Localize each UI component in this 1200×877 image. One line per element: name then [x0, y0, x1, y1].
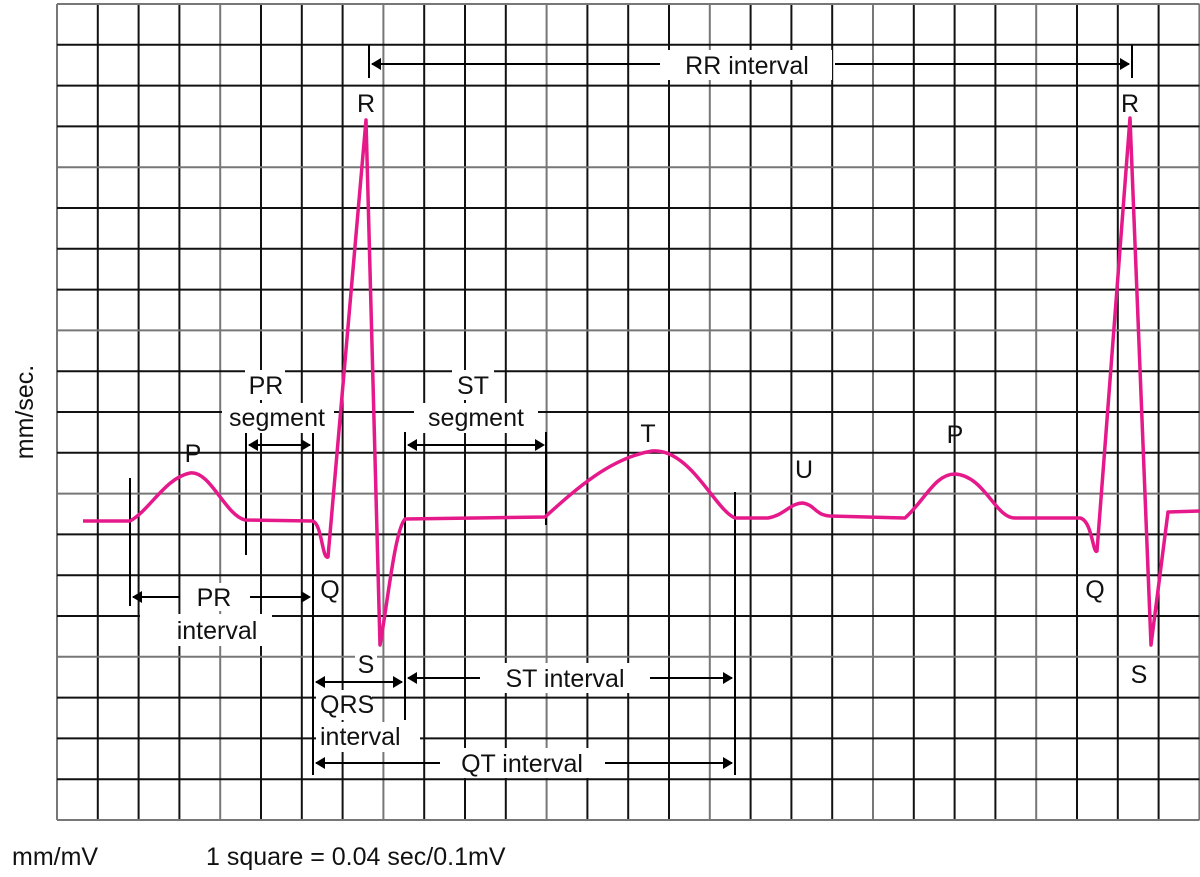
q-wave-label-2: Q: [1085, 576, 1104, 604]
pr-segment-label-line1: PR: [249, 372, 284, 400]
u-wave-label: U: [795, 456, 813, 484]
s-wave-label-2: S: [1131, 661, 1148, 689]
footer-unit: mm/mV: [12, 843, 98, 871]
q-wave-label-1: Q: [320, 576, 339, 604]
pr-segment-label-line2: segment: [229, 404, 325, 432]
labels: RR interval R R P P T U Q Q S S PR segme…: [11, 50, 1147, 871]
t-wave-label: T: [640, 420, 655, 448]
p-wave-label-1: P: [185, 440, 202, 468]
p-wave-label-2: P: [947, 421, 964, 449]
footer-scale: 1 square = 0.04 sec/0.1mV: [206, 843, 506, 871]
qrs-interval-label-line1: QRS: [320, 691, 374, 719]
s-wave-label-1: S: [358, 651, 375, 679]
r-wave-label-1: R: [357, 90, 375, 118]
pr-interval-label-line1: PR: [197, 584, 232, 612]
qrs-interval-label-line2: interval: [320, 723, 401, 751]
st-segment-label-line2: segment: [428, 404, 524, 432]
annotation-lines: [129, 45, 1133, 775]
y-axis-label: mm/sec.: [11, 365, 39, 459]
rr-interval-label: RR interval: [685, 52, 809, 80]
arrowheads: [132, 58, 1130, 769]
qt-interval-label: QT interval: [461, 750, 583, 778]
st-segment-label-line1: ST: [457, 372, 489, 400]
ecg-trace: [83, 116, 1200, 647]
st-interval-label: ST interval: [505, 665, 624, 693]
r-wave-label-2: R: [1121, 90, 1139, 118]
pr-interval-label-line2: interval: [177, 617, 258, 645]
